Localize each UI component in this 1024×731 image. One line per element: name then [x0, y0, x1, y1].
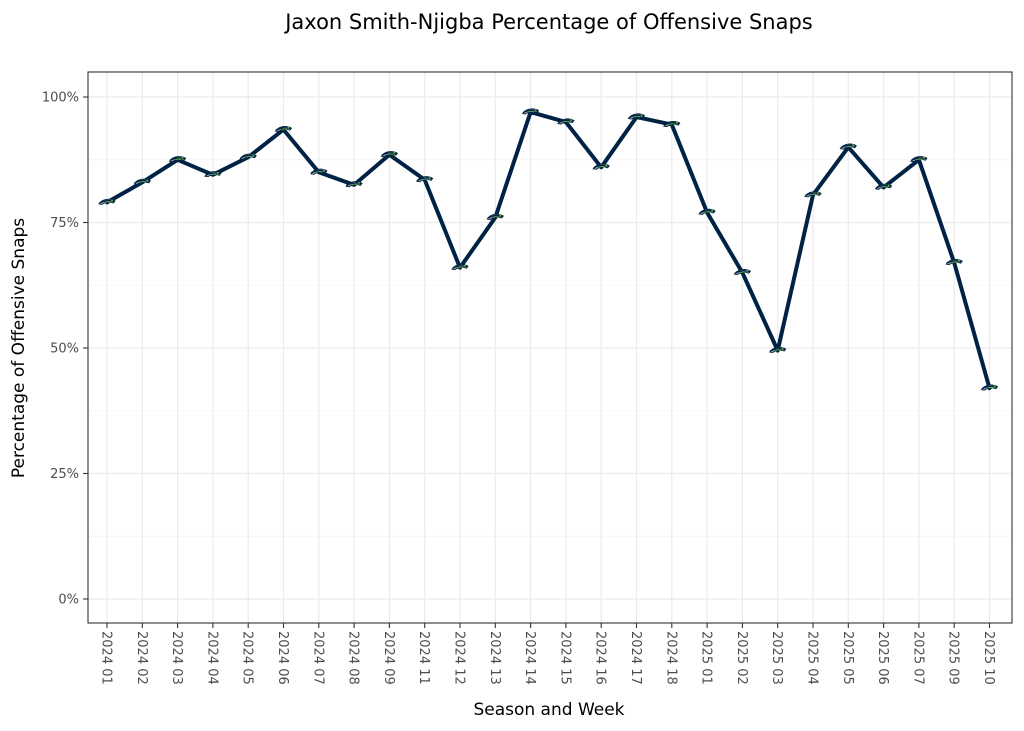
x-tick-label: 2024 16 [593, 631, 608, 685]
x-tick-label: 2024 09 [381, 631, 396, 685]
x-tick-label: 2024 01 [99, 631, 114, 685]
series-line [105, 110, 992, 391]
x-tick-label: 2024 06 [275, 631, 290, 685]
x-tick-label: 2024 11 [416, 631, 431, 685]
y-tick-label: 25% [50, 467, 79, 482]
x-tick-label: 2025 02 [734, 631, 749, 685]
chart-title: Jaxon Smith-Njigba Percentage of Offensi… [283, 10, 813, 34]
x-axis: 2024 01 2024 02 2024 03 2024 04 2024 05 2024 … [99, 623, 996, 685]
x-tick-label: 2024 02 [134, 631, 149, 685]
x-tick-label: 2025 03 [769, 631, 784, 685]
x-tick-label: 2025 06 [875, 631, 890, 685]
x-tick-label: 2025 01 [699, 631, 714, 685]
x-tick-label: 2024 03 [169, 631, 184, 685]
x-tick-label: 2024 15 [557, 631, 572, 685]
x-tick-label: 2024 08 [346, 631, 361, 685]
x-tick-label: 2024 04 [204, 631, 219, 685]
x-tick-label: 2024 13 [487, 631, 502, 685]
y-axis-title: Percentage of Offensive Snaps [9, 218, 29, 478]
x-tick-label: 2024 07 [310, 631, 325, 685]
x-tick-label: 2025 04 [805, 631, 820, 685]
x-tick-label: 2024 17 [628, 631, 643, 685]
y-tick-label: 50% [50, 342, 79, 357]
x-tick-label: 2024 14 [522, 631, 537, 685]
x-tick-label: 2025 05 [840, 631, 855, 685]
y-gridlines [88, 96, 1012, 600]
y-tick-label: 0% [58, 593, 79, 608]
x-axis-title: Season and Week [473, 700, 624, 720]
y-tick-label: 75% [50, 216, 79, 231]
plot-panel [87, 71, 1013, 624]
x-tick-label: 2025 09 [946, 631, 961, 685]
y-axis: 0% 25% 50% 75% 100% [42, 91, 88, 608]
x-tick-label: 2024 12 [452, 631, 467, 685]
y-tick-label: 100% [42, 91, 79, 106]
x-tick-label: 2024 05 [240, 631, 255, 685]
x-tick-label: 2024 18 [663, 631, 678, 685]
x-tick-label: 2025 07 [910, 631, 925, 685]
x-tick-label: 2025 10 [981, 631, 996, 685]
